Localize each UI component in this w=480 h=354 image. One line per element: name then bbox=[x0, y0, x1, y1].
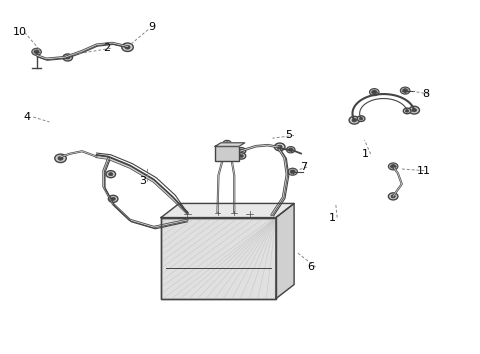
Text: 7: 7 bbox=[300, 162, 307, 172]
Circle shape bbox=[388, 193, 398, 200]
Circle shape bbox=[58, 156, 63, 160]
Text: 8: 8 bbox=[422, 89, 429, 99]
Circle shape bbox=[184, 212, 191, 216]
Circle shape bbox=[63, 54, 72, 61]
Text: 10: 10 bbox=[12, 27, 27, 38]
Circle shape bbox=[108, 173, 113, 176]
Text: 1: 1 bbox=[362, 149, 369, 159]
Text: 3: 3 bbox=[140, 176, 146, 185]
Circle shape bbox=[391, 165, 396, 168]
Circle shape bbox=[237, 153, 246, 159]
Circle shape bbox=[122, 43, 133, 51]
Circle shape bbox=[400, 87, 410, 94]
Circle shape bbox=[406, 110, 409, 112]
Text: 4: 4 bbox=[24, 112, 31, 122]
Circle shape bbox=[403, 89, 408, 92]
Circle shape bbox=[213, 210, 222, 217]
Circle shape bbox=[240, 155, 243, 158]
Circle shape bbox=[32, 48, 41, 55]
Bar bbox=[161, 218, 276, 299]
Circle shape bbox=[243, 210, 256, 219]
Circle shape bbox=[229, 210, 239, 217]
Circle shape bbox=[108, 195, 118, 202]
Circle shape bbox=[360, 118, 363, 120]
Text: 5: 5 bbox=[286, 130, 292, 141]
Circle shape bbox=[288, 168, 298, 175]
Circle shape bbox=[290, 170, 295, 173]
Circle shape bbox=[391, 195, 396, 198]
Circle shape bbox=[237, 148, 246, 154]
Text: 2: 2 bbox=[104, 43, 111, 53]
Circle shape bbox=[240, 149, 243, 152]
Circle shape bbox=[66, 56, 70, 59]
Text: 1: 1 bbox=[328, 212, 336, 223]
Bar bbox=[215, 146, 239, 161]
Circle shape bbox=[277, 145, 282, 149]
Polygon shape bbox=[161, 204, 294, 218]
Circle shape bbox=[55, 154, 66, 162]
Circle shape bbox=[111, 197, 115, 200]
Circle shape bbox=[352, 119, 357, 122]
Circle shape bbox=[409, 106, 420, 114]
Circle shape bbox=[269, 215, 274, 218]
Circle shape bbox=[215, 212, 220, 215]
Polygon shape bbox=[215, 143, 245, 146]
Circle shape bbox=[34, 50, 39, 53]
Circle shape bbox=[388, 163, 398, 170]
Circle shape bbox=[266, 213, 277, 221]
Circle shape bbox=[181, 210, 193, 219]
Polygon shape bbox=[276, 204, 294, 299]
Circle shape bbox=[246, 212, 252, 216]
Circle shape bbox=[125, 45, 130, 49]
Circle shape bbox=[288, 148, 293, 151]
Circle shape bbox=[223, 140, 231, 147]
Circle shape bbox=[349, 116, 360, 124]
Bar bbox=[161, 218, 276, 299]
Circle shape bbox=[403, 108, 411, 114]
Circle shape bbox=[106, 171, 116, 178]
Circle shape bbox=[232, 212, 237, 215]
Text: 6: 6 bbox=[307, 262, 314, 272]
Text: 11: 11 bbox=[417, 166, 431, 176]
Circle shape bbox=[225, 142, 229, 145]
Circle shape bbox=[275, 143, 285, 151]
Circle shape bbox=[372, 90, 377, 94]
Circle shape bbox=[357, 116, 365, 121]
Circle shape bbox=[412, 108, 417, 112]
Circle shape bbox=[287, 147, 295, 153]
Circle shape bbox=[370, 88, 379, 96]
Text: 9: 9 bbox=[148, 22, 155, 32]
